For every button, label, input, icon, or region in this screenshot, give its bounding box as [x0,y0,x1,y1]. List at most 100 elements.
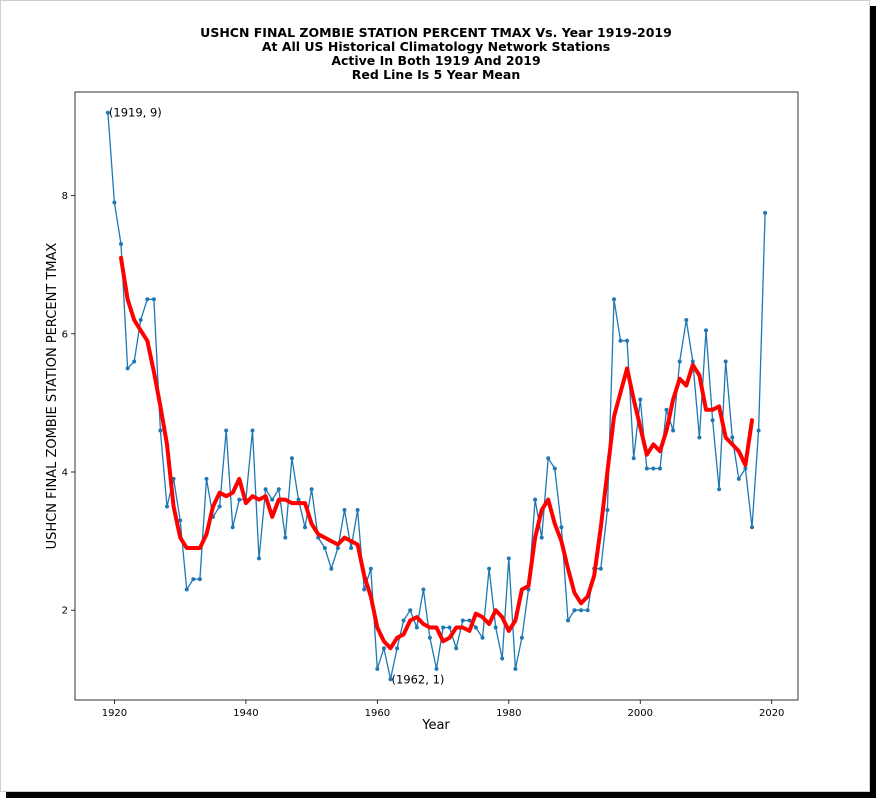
annual-data-point [165,504,169,509]
annual-data-point [329,566,334,571]
annual-series-line [107,112,766,680]
annual-data-point [546,456,551,461]
annual-data-point [671,428,676,433]
annual-data-point [552,466,557,471]
annual-data-point [184,587,189,592]
title-line-4: Red Line Is 5 Year Mean [352,67,520,82]
annual-data-point [335,546,340,550]
annual-data-point [618,338,623,343]
annual-data-point [730,435,735,440]
annual-data-point [342,508,347,512]
annual-data-point [506,556,511,561]
annual-data-point [513,666,518,671]
annual-data-point [237,497,242,502]
annual-data-point [723,359,728,364]
point-annotation: (1962, 1) [392,672,445,686]
annual-data-point [690,359,695,364]
annual-data-point [651,466,656,471]
annual-data-point [644,466,649,471]
annual-data-point [395,646,400,651]
annual-data-point [368,566,373,571]
annual-data-point [217,504,222,509]
annual-data-point [303,525,307,530]
annual-data-point [743,466,748,471]
annual-data-point [362,587,367,592]
annual-data-point [710,418,715,423]
annual-data-point [533,497,538,502]
annual-data-point [375,666,380,671]
annual-data-point [605,508,610,512]
annual-data-point [204,476,209,481]
annual-data-point [704,328,708,333]
annual-data-point [480,635,485,640]
annual-data-point [566,618,570,623]
annual-data-point [487,566,492,571]
five-year-mean-line [119,255,754,651]
chart-title: USHCN FINAL ZOMBIE STATION PERCENT TMAX … [200,25,672,82]
y-tick-label: 6 [62,329,68,340]
annual-data-point [473,625,478,630]
annual-data-point [658,466,662,471]
annual-data-point [736,476,741,481]
chart: USHCN FINAL ZOMBIE STATION PERCENT TMAX … [45,25,799,733]
y-tick-label: 2 [62,606,68,617]
annual-data-point [289,456,294,461]
annual-data-point [638,397,643,402]
y-tick-label: 4 [62,468,68,479]
x-tick-label: 1940 [233,708,258,719]
annual-data-point [224,428,229,433]
annual-data-point [414,625,419,630]
annual-data-point [230,525,235,530]
x-tick-label: 2020 [759,708,784,719]
annual-data-point [441,625,446,630]
x-tick-label: 2000 [628,708,653,719]
annual-data-point [539,535,544,540]
annual-data-point [250,428,255,433]
annual-data-point [467,618,472,623]
annual-data-point [381,646,386,651]
x-tick-label: 1980 [496,708,521,719]
annual-data-point [257,556,261,561]
annual-data-point [750,525,754,530]
annual-data-point [151,297,156,302]
annual-data-point [283,535,288,540]
annual-data-point [460,618,465,623]
annual-data-point [585,608,590,613]
annual-data-point [717,487,722,492]
annual-data-point [355,508,360,512]
annual-data-point [763,210,768,215]
annual-data-point [401,618,406,623]
annual-data-point [493,625,498,630]
annual-data-point [408,608,413,613]
title-line-1: USHCN FINAL ZOMBIE STATION PERCENT TMAX … [200,25,672,40]
annual-data-point [145,297,150,302]
annual-data-point [756,428,761,433]
annual-data-point [697,435,702,440]
annual-data-point [158,428,163,433]
plot-area [74,91,799,701]
annual-data-point [612,297,616,302]
y-axis: 2 4 6 8 [62,191,75,617]
annual-data-point [105,110,110,115]
x-axis-label: Year [421,718,450,733]
annual-data-point [138,318,143,322]
annual-data-point [112,200,117,205]
annual-data-point [598,566,603,571]
annual-data-point [309,487,314,492]
x-tick-label: 1960 [365,708,390,719]
annual-data-point [579,608,584,613]
annual-data-point [349,546,354,550]
annual-data-point [427,635,432,640]
title-line-2: At All US Historical Climatology Network… [262,39,610,54]
point-annotation: (1919, 9) [109,106,162,120]
annual-data-point [684,318,689,322]
annual-data-point [132,359,137,364]
y-tick-label: 8 [62,191,68,202]
annual-data-point [270,497,275,502]
annual-data-point [519,635,524,640]
annual-data-point [421,587,426,592]
annual-data-point [664,407,669,412]
annual-data-point [447,625,452,630]
annual-data-point [559,525,564,530]
y-axis-label: USHCN FINAL ZOMBIE STATION PERCENT TMAX [45,243,60,550]
